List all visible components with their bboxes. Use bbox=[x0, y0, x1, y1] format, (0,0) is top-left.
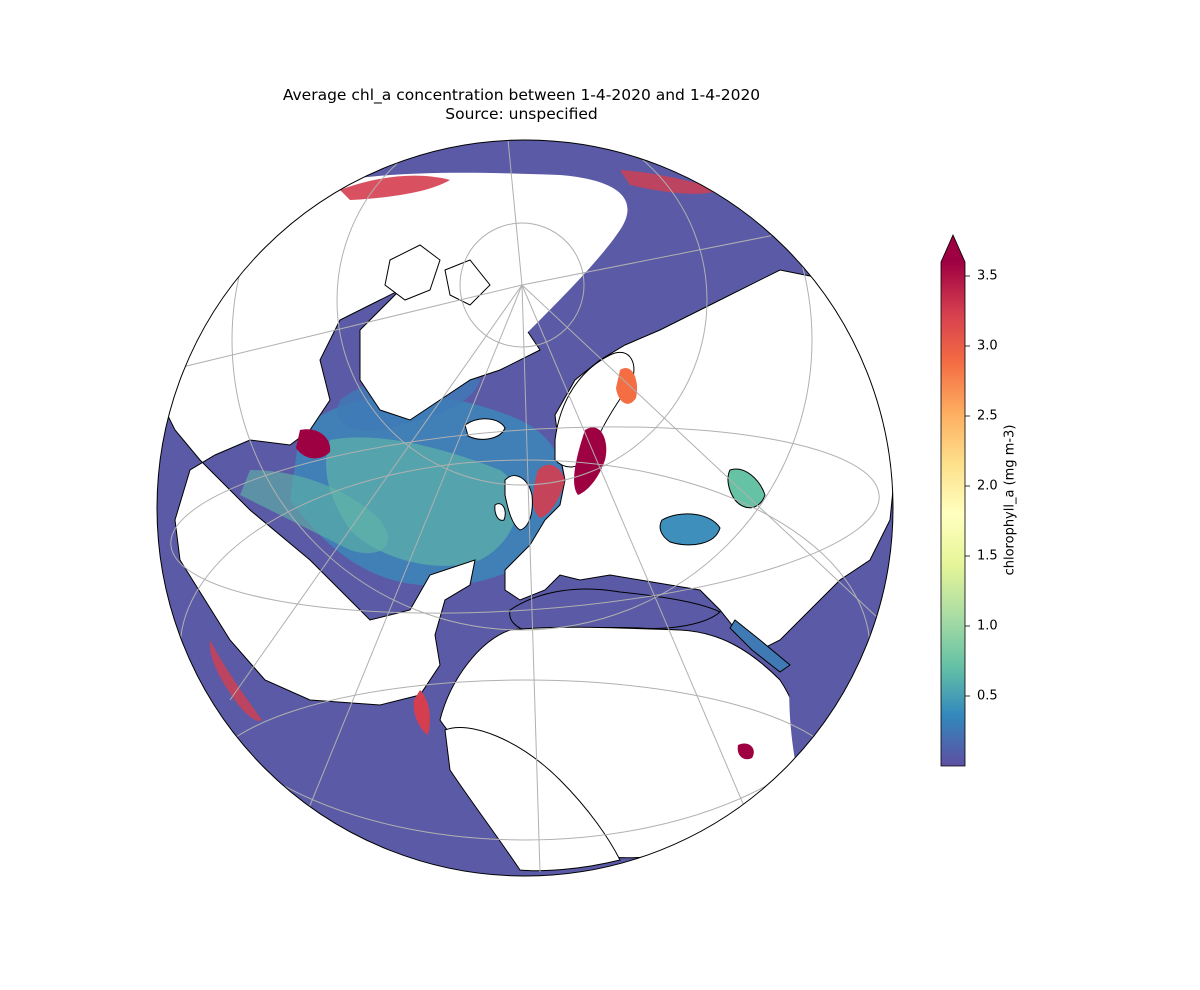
globe-contents bbox=[157, 140, 893, 876]
arctic-ice bbox=[250, 172, 628, 344]
pacific-coast-bloom bbox=[209, 640, 262, 721]
colorbar-extend-arrow bbox=[941, 235, 965, 262]
us-east-coast-bloom bbox=[413, 690, 430, 735]
title-line-2: Source: unspecified bbox=[445, 105, 598, 123]
globe-outline bbox=[156, 139, 894, 877]
colorbar-tick-label: 2.0 bbox=[977, 478, 998, 494]
colorbar-label-text: chlorophyll_a (mg m-3) bbox=[1002, 424, 1018, 576]
caspian-sea bbox=[727, 468, 766, 509]
gulf-stream-band bbox=[240, 470, 389, 554]
hudson-bay-bloom bbox=[296, 429, 331, 459]
siberian-coast-bloom bbox=[620, 170, 720, 194]
persian-gulf-bloom bbox=[737, 743, 754, 760]
red-sea bbox=[729, 619, 791, 673]
map-title: Average chl_a concentration between 1-4-… bbox=[0, 86, 1043, 124]
colorbar-tick-label: 2.5 bbox=[977, 408, 998, 424]
colorbar bbox=[940, 234, 970, 767]
colorbar-tick-label: 1.5 bbox=[977, 548, 998, 564]
colorbar-bar bbox=[941, 262, 965, 766]
colorbar-tick-label: 0.5 bbox=[977, 688, 998, 704]
colorbar-tick-label: 1.0 bbox=[977, 618, 998, 634]
title-line-1: Average chl_a concentration between 1-4-… bbox=[282, 86, 761, 104]
graticule bbox=[169, 140, 881, 876]
north-sea bbox=[533, 464, 565, 518]
north-america-land bbox=[157, 189, 476, 706]
arctic-coast-bloom bbox=[340, 175, 450, 200]
colorbar-tick-label: 3.5 bbox=[977, 268, 998, 284]
baltic-sea bbox=[574, 427, 607, 495]
barents-bloom bbox=[616, 368, 638, 404]
south-america-land bbox=[444, 726, 621, 872]
colorbar-ticks bbox=[965, 275, 970, 697]
colorbar-frame bbox=[940, 234, 966, 767]
colorbar-tick-label: 3.0 bbox=[977, 338, 998, 354]
black-sea bbox=[659, 513, 721, 546]
